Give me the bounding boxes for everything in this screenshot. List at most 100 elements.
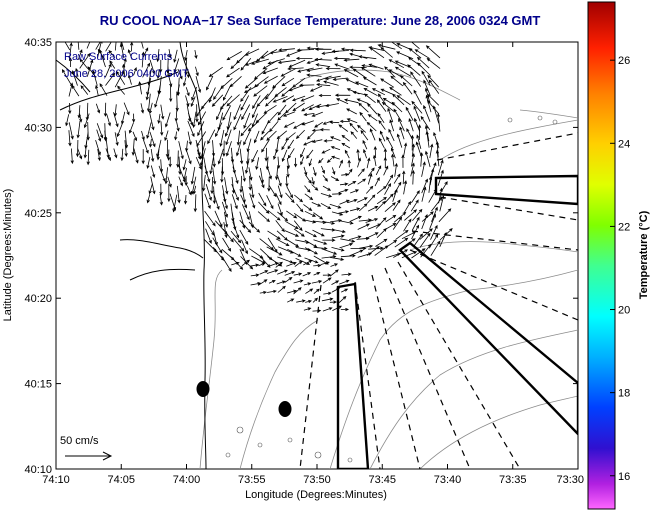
current-vector <box>363 87 378 97</box>
current-vector <box>267 58 285 65</box>
current-vector <box>293 279 304 284</box>
current-vector <box>277 59 296 64</box>
current-vector <box>321 255 337 259</box>
current-vector <box>293 272 303 276</box>
current-vector <box>357 223 370 230</box>
current-vector <box>246 138 252 153</box>
current-vector <box>178 141 184 160</box>
station-marker <box>196 381 210 397</box>
current-vector <box>401 154 405 168</box>
current-vector <box>380 47 393 58</box>
current-vector <box>396 95 411 106</box>
current-vector <box>421 178 428 194</box>
current-vector <box>330 146 341 151</box>
current-vector <box>258 175 265 189</box>
current-vector <box>355 81 369 88</box>
inset-caption-line2: June 28, 2006 0400 GMT <box>64 68 189 80</box>
current-vector <box>304 239 318 248</box>
current-vector <box>232 221 240 239</box>
current-vector <box>287 248 302 257</box>
current-vector <box>255 112 268 124</box>
current-vector <box>230 230 242 244</box>
current-vector <box>431 206 438 222</box>
current-vector <box>380 78 395 88</box>
current-vector <box>331 211 344 216</box>
current-vector <box>286 210 298 219</box>
current-vector <box>253 76 269 88</box>
current-vector <box>325 66 341 71</box>
current-vector <box>385 174 394 187</box>
current-vector <box>407 64 421 76</box>
current-vector <box>276 174 282 187</box>
current-vector <box>389 86 402 96</box>
current-vector <box>419 152 424 167</box>
current-vector <box>311 139 323 143</box>
current-vector <box>347 199 358 204</box>
x-tick-label: 74:05 <box>107 474 135 486</box>
current-vector <box>334 93 351 97</box>
current-vector <box>164 112 171 128</box>
current-vector <box>390 147 396 159</box>
current-vector <box>266 246 283 256</box>
current-vector <box>405 106 414 121</box>
current-vector <box>172 194 178 213</box>
current-vector <box>275 238 290 247</box>
current-vector <box>266 195 274 210</box>
current-vector <box>133 67 137 76</box>
current-vector <box>329 203 342 209</box>
current-vector <box>399 126 405 140</box>
current-vector <box>221 255 232 272</box>
current-vector <box>250 273 260 277</box>
current-vector <box>376 99 387 112</box>
current-vector <box>297 67 314 73</box>
current-vector <box>268 121 279 133</box>
current-vector <box>403 200 412 214</box>
current-vector <box>311 111 323 117</box>
current-vector <box>426 57 441 69</box>
current-vector <box>127 74 132 85</box>
current-vector <box>349 235 362 240</box>
current-vector <box>266 165 272 180</box>
current-vector <box>255 157 260 170</box>
current-vector <box>273 147 278 161</box>
current-vector <box>346 118 358 124</box>
current-vector <box>376 185 387 195</box>
current-vector <box>146 93 151 113</box>
current-vector <box>350 131 358 139</box>
current-vector <box>261 122 269 135</box>
current-vector <box>332 192 343 196</box>
current-vector <box>287 139 295 150</box>
current-vector <box>393 181 402 195</box>
current-vector <box>388 128 395 142</box>
current-vector <box>312 297 319 303</box>
current-vector <box>244 48 260 56</box>
current-vector <box>293 157 298 168</box>
current-vector <box>430 224 438 240</box>
current-vector <box>285 238 300 248</box>
current-vector <box>190 166 196 185</box>
current-vector <box>411 153 415 167</box>
current-vector <box>338 210 350 214</box>
current-vector <box>178 156 182 176</box>
current-vector <box>83 141 88 159</box>
current-vector <box>192 185 197 195</box>
current-vector <box>97 42 103 59</box>
current-vector <box>220 166 224 183</box>
current-vector <box>287 148 295 159</box>
current-vector <box>160 104 165 120</box>
current-vector <box>357 178 367 185</box>
current-vector <box>368 63 384 70</box>
current-vector <box>173 49 178 63</box>
current-vector <box>103 102 108 117</box>
current-vector <box>127 49 133 60</box>
current-vector <box>304 230 318 238</box>
current-vector <box>183 194 188 205</box>
current-vector <box>374 176 380 187</box>
current-vector <box>285 220 299 230</box>
current-vector <box>257 279 268 286</box>
current-vector <box>423 104 431 122</box>
current-vector <box>76 120 81 139</box>
current-vector <box>266 269 279 274</box>
current-vector <box>321 248 338 255</box>
current-vector <box>259 290 268 295</box>
